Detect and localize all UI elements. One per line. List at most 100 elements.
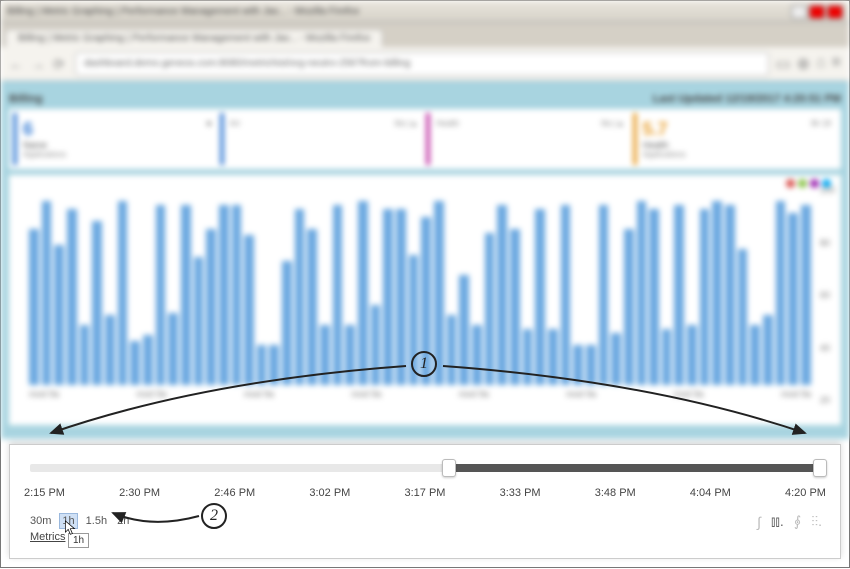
chart-bar — [573, 345, 583, 385]
summary-card[interactable]: Health6to |▲ — [426, 113, 631, 165]
chart-bar — [763, 315, 773, 385]
chart-bar — [700, 209, 710, 385]
y-axis-label: 20 — [820, 395, 835, 405]
card-value: Art — [230, 119, 240, 128]
menu-icon[interactable]: ≡ — [832, 54, 841, 74]
view-mode-icon[interactable]: ⨕ — [794, 513, 801, 530]
chart-bar — [333, 205, 343, 385]
browser-tabs: Billing | Metric Graphing | Performance … — [1, 23, 849, 47]
card-sublabel: Applications — [643, 150, 832, 159]
time-label: 3:17 PM — [405, 487, 446, 499]
chart-bar — [371, 305, 381, 385]
view-mode-icon[interactable]: ⫶⫶. — [811, 513, 822, 530]
summary-card[interactable]: 6■ Name Applications — [13, 113, 218, 165]
x-axis-label: mod 9a — [566, 389, 596, 399]
view-mode-icons: ∫ ⫾⫾. ⨕ ⫶⫶. — [757, 513, 822, 530]
chart-bar — [497, 205, 507, 385]
view-mode-icon[interactable]: ⫾⫾. — [771, 513, 784, 530]
window-title: Billing | Metric Graphing | Performance … — [7, 6, 359, 17]
dashboard-area: Billing Last Updated 12/19/2017 4:20:51 … — [1, 81, 849, 439]
zoom-option[interactable]: 1.5h — [84, 514, 109, 528]
chart-bar — [725, 205, 735, 385]
time-label: 4:20 PM — [785, 487, 826, 499]
status-dot[interactable] — [798, 179, 807, 188]
chart-bar — [611, 333, 621, 385]
url-right-icons: ▭ ⊕ ⌂ ≡ — [775, 54, 841, 74]
zoom-option[interactable]: 2h — [115, 514, 131, 528]
chart-bar — [80, 325, 90, 385]
x-axis-label: mod 9a — [459, 389, 489, 399]
chart-bar — [586, 345, 596, 385]
slider-fill — [449, 464, 820, 472]
y-axis-label: 80 — [820, 238, 835, 248]
summary-cards-row: 6■ Name Applications Art6to |▲ Health6to… — [9, 109, 841, 169]
callout-two: 2 — [201, 503, 227, 529]
time-label: 2:15 PM — [24, 487, 65, 499]
reader-icon[interactable]: ▭ — [775, 54, 790, 74]
home-icon[interactable]: ⌂ — [816, 54, 826, 74]
chart-bar — [168, 313, 178, 385]
chart-bar — [92, 221, 102, 385]
status-dot[interactable] — [810, 179, 819, 188]
chart-bar — [42, 201, 52, 385]
back-icon[interactable]: ← — [9, 56, 25, 72]
summary-card[interactable]: Art 6to |▲ — [220, 113, 425, 165]
slider-handle-left[interactable] — [442, 459, 456, 477]
maximize-button[interactable] — [809, 5, 825, 19]
url-text: dashboard.demo.geneos.com:8080/metrichis… — [84, 58, 410, 69]
dashboard-updated: Last Updated 12/19/2017 4:20:51 PM — [653, 93, 841, 105]
zoom-option[interactable]: 30m — [28, 514, 53, 528]
chart-bar — [599, 205, 609, 385]
chart-bar — [687, 325, 697, 385]
status-dot[interactable] — [786, 179, 795, 188]
chart-bar — [143, 335, 153, 385]
x-axis-label: mod 9a — [674, 389, 704, 399]
card-indicator: 6to |▲ — [395, 119, 418, 128]
chart-bar — [485, 233, 495, 385]
minimize-button[interactable] — [791, 5, 807, 19]
x-axis-label: mod 9a — [351, 389, 381, 399]
timeline-slider[interactable] — [30, 457, 820, 477]
chart-bar — [523, 329, 533, 385]
slider-handle-right[interactable] — [813, 459, 827, 477]
url-input[interactable]: dashboard.demo.geneos.com:8080/metrichis… — [75, 52, 769, 76]
chart-bar — [801, 205, 811, 385]
time-label: 3:33 PM — [500, 487, 541, 499]
chart-bar — [156, 205, 166, 385]
chart-bar — [662, 329, 672, 385]
zoom-tooltip: 1h — [68, 533, 89, 548]
y-axis-label: 60 — [820, 290, 835, 300]
zoom-option[interactable]: 1h — [59, 513, 77, 529]
chart-bar — [649, 209, 659, 385]
chart-x-axis: mod 9amod 9amod 9amod 9amod 9amod 9amod … — [29, 389, 811, 399]
chart-bar — [307, 229, 317, 385]
x-axis-label: mod 9a — [244, 389, 274, 399]
card-label: Health — [643, 140, 832, 150]
reload-icon[interactable]: ⟳ — [53, 56, 69, 72]
chart-bar — [548, 329, 558, 385]
summary-card[interactable]: 5.78h 18 Health Applications — [633, 113, 838, 165]
card-label: Name — [23, 140, 212, 150]
globe-icon[interactable]: ⊕ — [797, 54, 810, 74]
card-indicator: 6to |▲ — [601, 119, 624, 128]
dashboard-title: Billing — [9, 93, 43, 105]
chart-bar — [269, 345, 279, 385]
chart-bar — [105, 315, 115, 385]
browser-tab[interactable]: Billing | Metric Graphing | Performance … — [5, 29, 383, 47]
window-buttons — [791, 5, 843, 19]
time-label: 4:04 PM — [690, 487, 731, 499]
chart-bar — [345, 325, 355, 385]
card-value: 6 — [23, 119, 33, 140]
chart-bar — [257, 345, 267, 385]
forward-icon[interactable]: → — [31, 56, 47, 72]
chart-bar — [383, 209, 393, 385]
x-axis-label: mod 9a — [136, 389, 166, 399]
view-mode-icon[interactable]: ∫ — [757, 514, 761, 530]
close-button[interactable] — [827, 5, 843, 19]
chart-y-axis: 10080604020 — [820, 185, 835, 405]
chart-bar — [624, 229, 634, 385]
chart-bar — [282, 261, 292, 385]
timeline-labels: 2:15 PM2:30 PM2:46 PM3:02 PM3:17 PM3:33 … — [24, 487, 826, 499]
chart-bar — [535, 209, 545, 385]
chart-bar — [447, 315, 457, 385]
